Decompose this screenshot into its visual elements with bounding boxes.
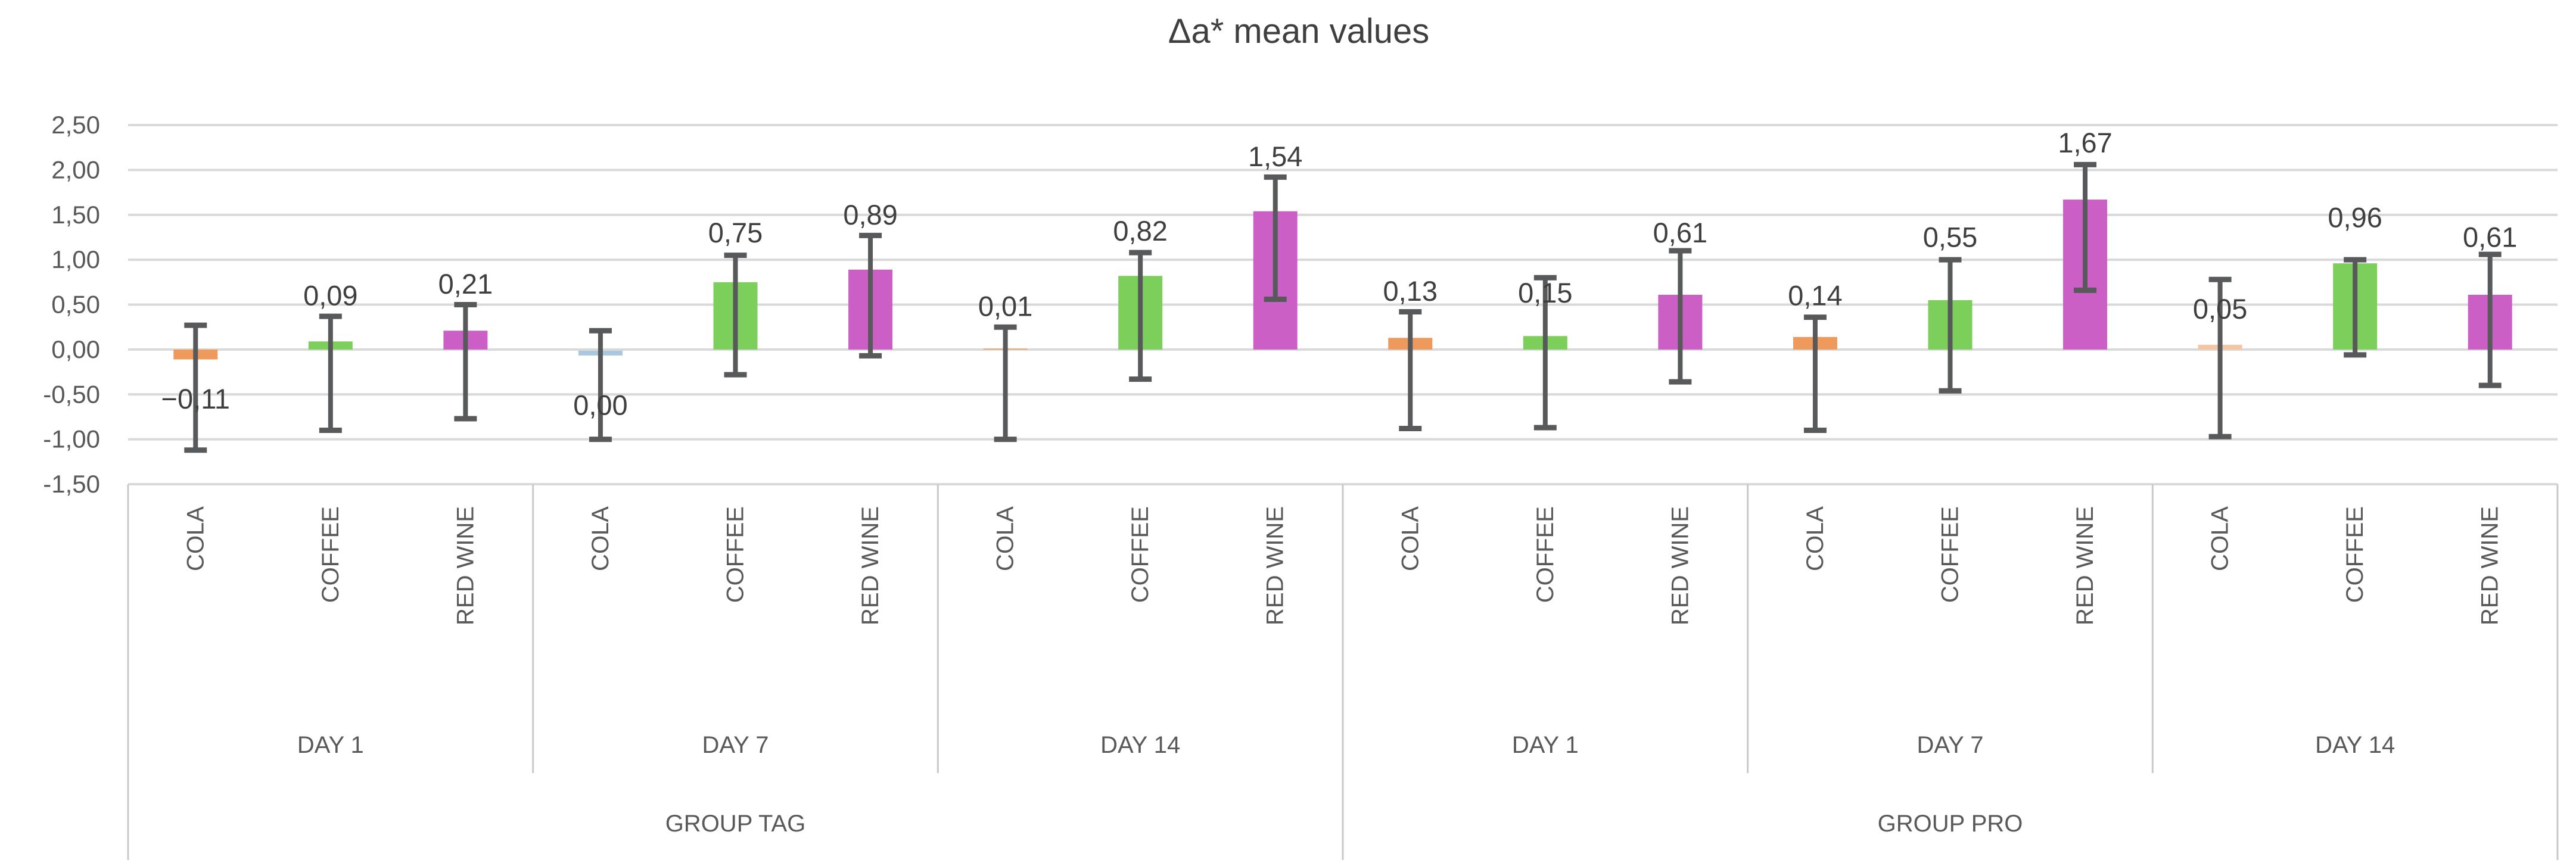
y-axis-tick-label: 0,50 <box>51 291 100 319</box>
data-label: 0,75 <box>708 217 763 248</box>
chart-title: Δa* mean values <box>1168 12 1430 51</box>
data-label: 0,14 <box>1788 279 1842 311</box>
category-label-coffee: COFFEE <box>2342 506 2368 603</box>
category-label-red-wine: RED WINE <box>1667 506 1693 625</box>
day-group-label: DAY 1 <box>297 732 364 758</box>
data-label: 1,67 <box>2058 127 2112 158</box>
data-label: 0,82 <box>1113 215 1167 247</box>
y-axis-tick-label: 0,00 <box>51 335 100 363</box>
data-label: 0,61 <box>1653 217 1707 248</box>
category-label-cola: COLA <box>1397 506 1423 571</box>
category-label-coffee: COFFEE <box>723 506 749 603</box>
data-label: −0,11 <box>161 383 230 415</box>
data-label: 0,00 <box>573 389 627 420</box>
y-axis-tick-label: -0,50 <box>43 380 100 408</box>
category-label-red-wine: RED WINE <box>452 506 478 625</box>
group-label: GROUP PRO <box>1878 811 2023 837</box>
data-label: 0,96 <box>2328 201 2382 233</box>
category-label-cola: COLA <box>587 506 614 571</box>
category-label-red-wine: RED WINE <box>2477 506 2503 625</box>
category-label-coffee: COFFEE <box>1127 506 1153 603</box>
category-label-coffee: COFFEE <box>318 506 344 603</box>
data-label: 0,13 <box>1383 275 1438 307</box>
y-axis-tick-label: -1,00 <box>43 425 100 453</box>
category-label-red-wine: RED WINE <box>1262 506 1289 625</box>
day-group-label: DAY 7 <box>1917 732 1984 758</box>
data-label: 0,55 <box>1923 221 1977 253</box>
y-axis-tick-label: 2,00 <box>51 155 100 183</box>
y-axis-tick-label: 1,50 <box>51 201 100 229</box>
day-group-label: DAY 14 <box>2315 732 2395 758</box>
day-group-label: DAY 7 <box>702 732 769 758</box>
category-label-red-wine: RED WINE <box>2072 506 2098 625</box>
data-label: 0,61 <box>2463 221 2517 253</box>
y-axis-tick-label: 2,50 <box>51 111 100 139</box>
day-group-label: DAY 1 <box>1512 732 1579 758</box>
category-label-cola: COLA <box>1802 506 1828 571</box>
category-label-cola: COLA <box>2207 506 2233 571</box>
day-group-label: DAY 14 <box>1100 732 1180 758</box>
category-label-coffee: COFFEE <box>1937 506 1964 603</box>
data-label: 0,01 <box>978 291 1032 322</box>
data-label: 0,09 <box>303 279 357 311</box>
group-label: GROUP TAG <box>665 811 806 837</box>
category-label-cola: COLA <box>993 506 1019 571</box>
data-label: 0,05 <box>2193 293 2247 325</box>
category-label-cola: COLA <box>182 506 209 571</box>
data-label: 0,15 <box>1518 277 1572 309</box>
category-label-coffee: COFFEE <box>1532 506 1558 603</box>
category-label-red-wine: RED WINE <box>857 506 883 625</box>
data-label: 1,54 <box>1248 141 1302 172</box>
y-axis-tick-label: -1,50 <box>43 470 100 498</box>
data-label: 0,21 <box>438 268 493 300</box>
plot-area: 2,50 2,00 1,50 1,00 0,50 0,00 -0,50 -1,00 -1,50 −… <box>43 111 2559 860</box>
y-axis-tick-label: 1,00 <box>51 245 100 273</box>
data-label: 0,89 <box>843 199 897 230</box>
